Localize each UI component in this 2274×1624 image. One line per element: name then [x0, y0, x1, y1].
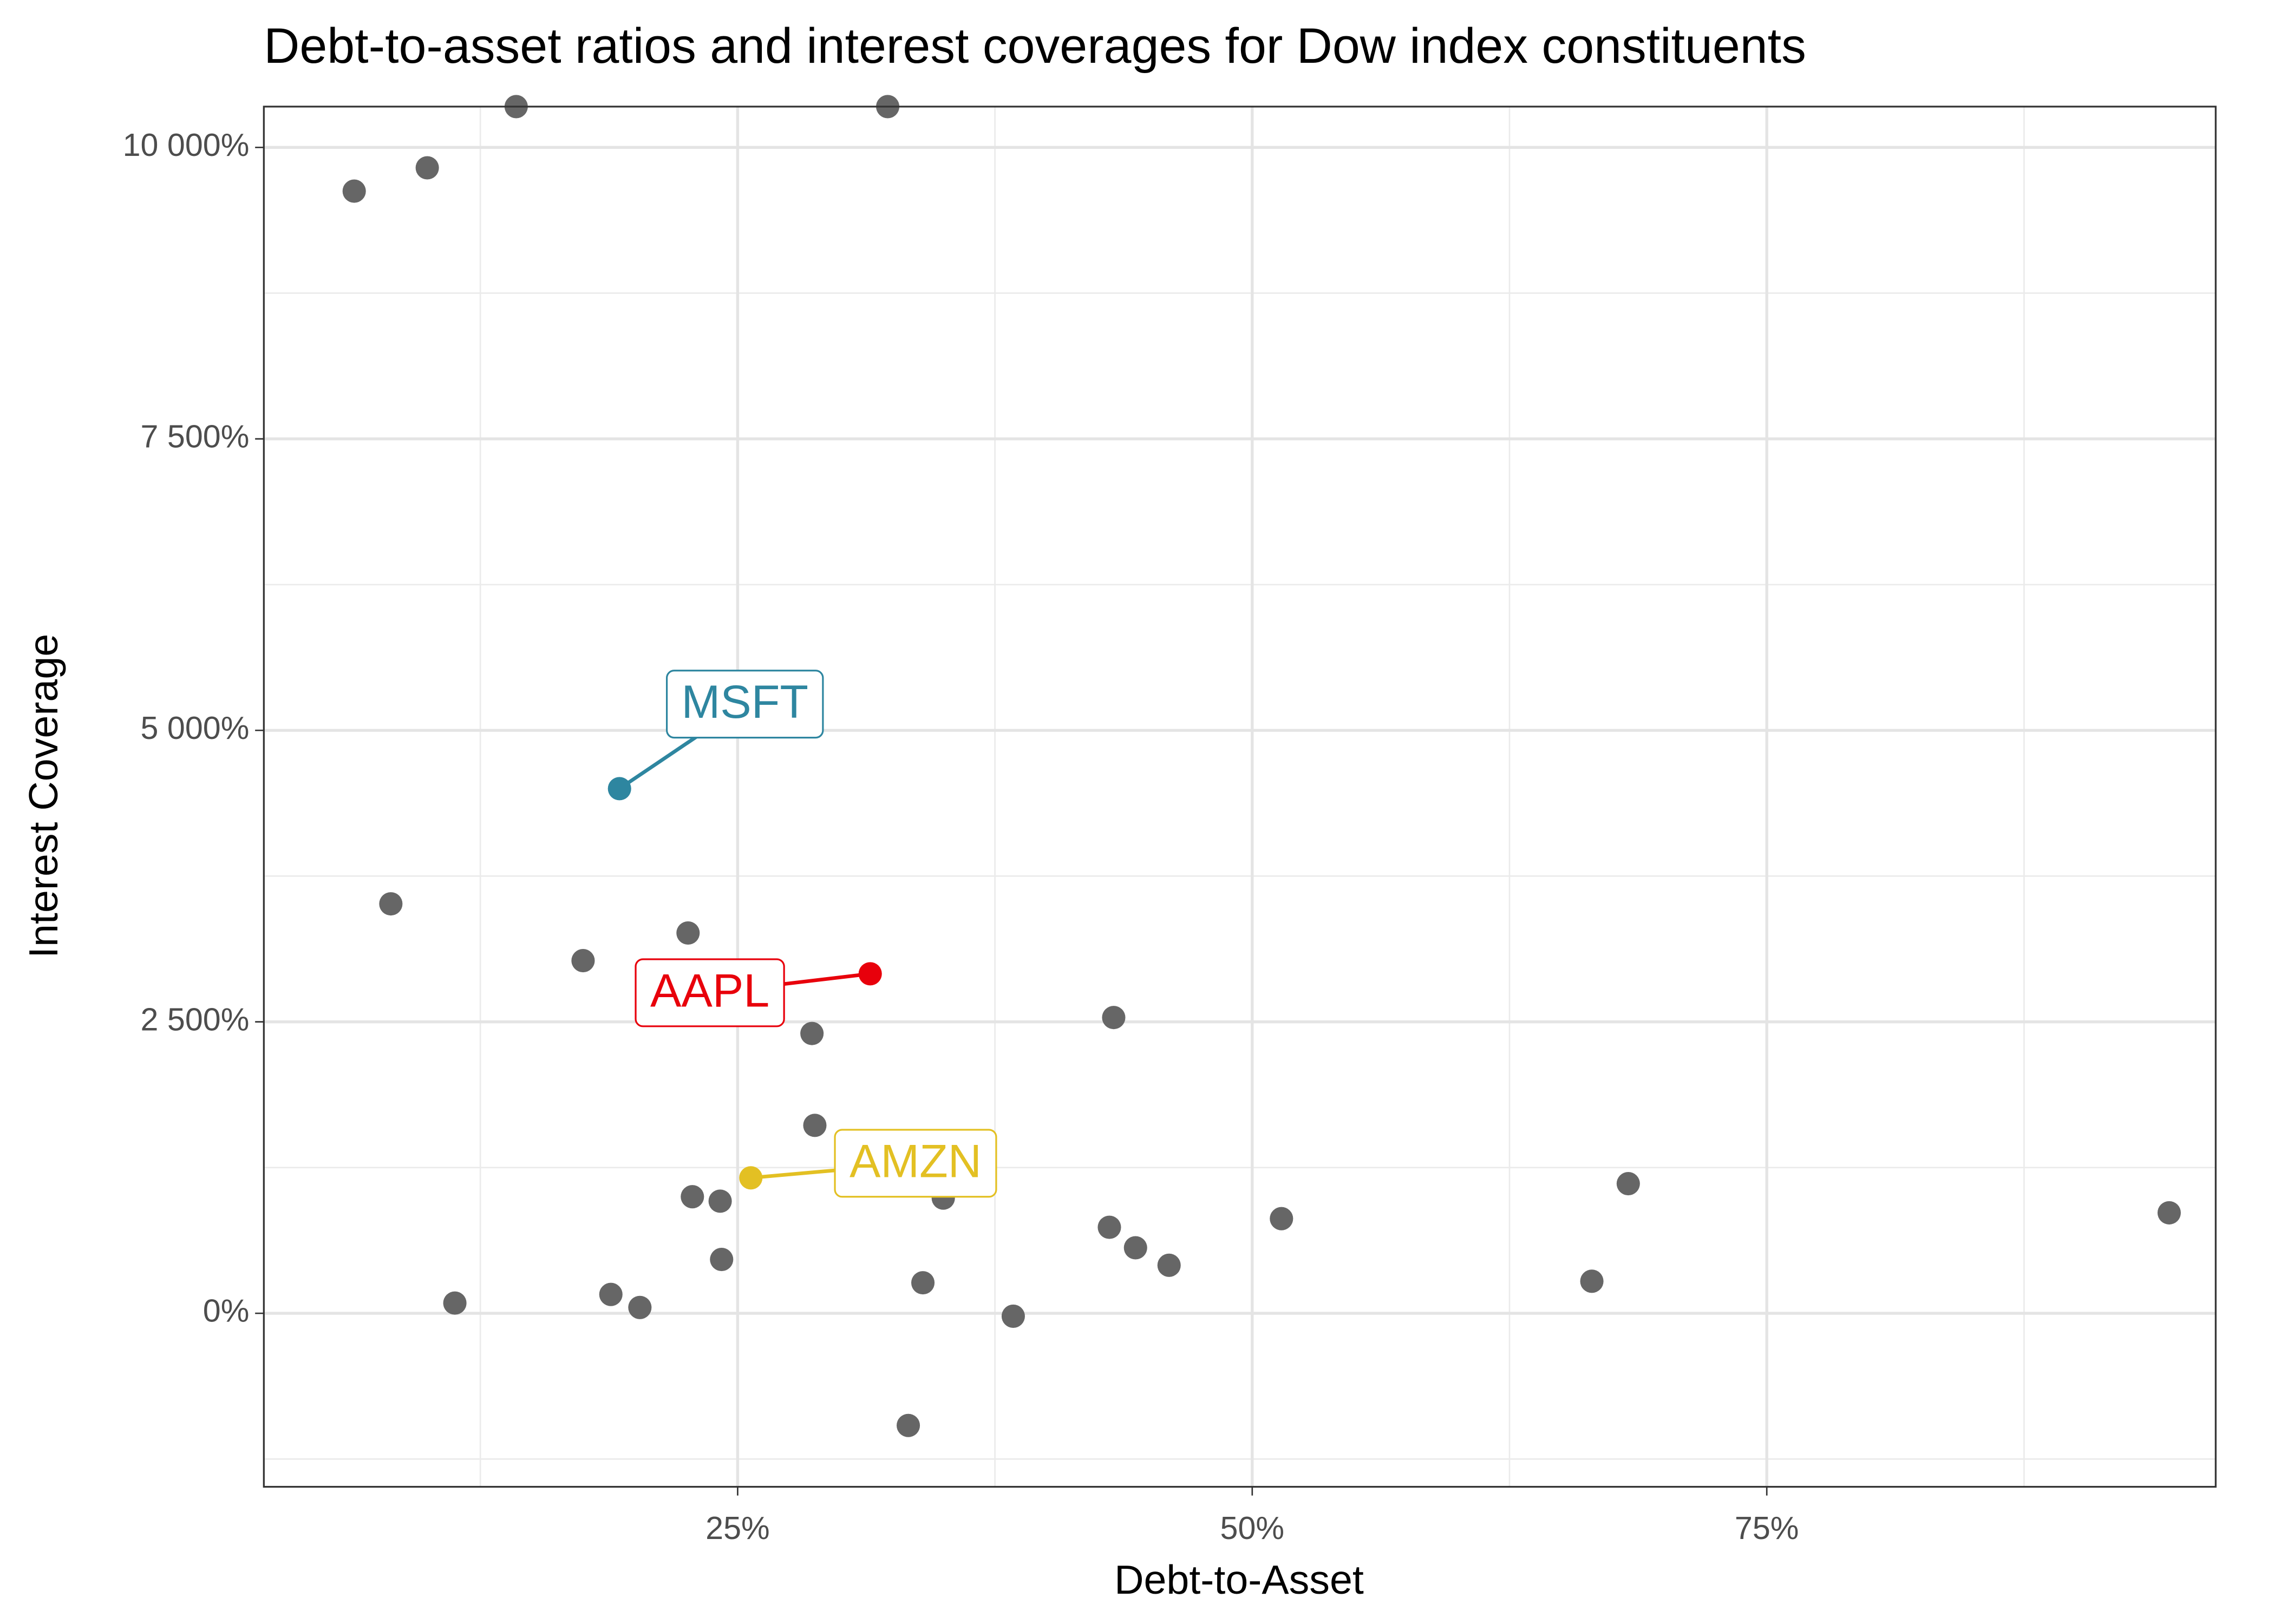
y-tick-label: 5 000%	[141, 710, 250, 746]
chart-title: Debt-to-asset ratios and interest covera…	[264, 18, 1806, 74]
point	[379, 892, 403, 916]
point	[1270, 1207, 1293, 1230]
label-box	[665, 670, 824, 739]
label-box	[834, 1129, 997, 1198]
x-tick-label: 25%	[705, 1510, 770, 1546]
point	[676, 921, 700, 945]
point	[628, 1295, 652, 1319]
point	[710, 1248, 734, 1272]
grid	[264, 106, 2216, 1487]
y-tick-label: 10 000%	[123, 127, 250, 163]
point	[599, 1282, 623, 1306]
point	[415, 156, 439, 180]
label-box	[635, 958, 785, 1027]
point	[897, 1413, 920, 1437]
point	[858, 962, 882, 986]
point	[571, 949, 595, 973]
x-axis-label: Debt-to-Asset	[1114, 1557, 1364, 1602]
point	[1616, 1172, 1640, 1196]
point	[1102, 1006, 1126, 1030]
point	[607, 777, 631, 801]
x-tick-label: 75%	[1735, 1510, 1799, 1546]
point	[1157, 1253, 1181, 1277]
point	[1001, 1304, 1025, 1328]
point	[681, 1185, 704, 1209]
point	[739, 1166, 763, 1190]
point	[342, 179, 366, 203]
point	[803, 1114, 827, 1137]
y-axis-label: Interest Coverage	[21, 634, 66, 958]
point	[1580, 1269, 1604, 1293]
point	[708, 1189, 732, 1213]
marks: MSFT AAPL AMZN	[342, 95, 2181, 1437]
y-tick-label: 7 500%	[141, 418, 250, 454]
y-tick-label: 2 500%	[141, 1001, 250, 1037]
point	[911, 1271, 935, 1295]
point	[800, 1021, 824, 1045]
point-label: AMZN	[850, 1135, 982, 1187]
point	[443, 1291, 467, 1315]
point	[1097, 1215, 1121, 1239]
point	[2157, 1201, 2181, 1224]
x-tick-label: 50%	[1220, 1510, 1285, 1546]
y-tick-label: 0%	[203, 1293, 250, 1329]
point-label: AAPL	[650, 965, 769, 1017]
panel-border	[263, 106, 2217, 1488]
point	[1123, 1236, 1147, 1260]
point-label: MSFT	[682, 676, 808, 728]
